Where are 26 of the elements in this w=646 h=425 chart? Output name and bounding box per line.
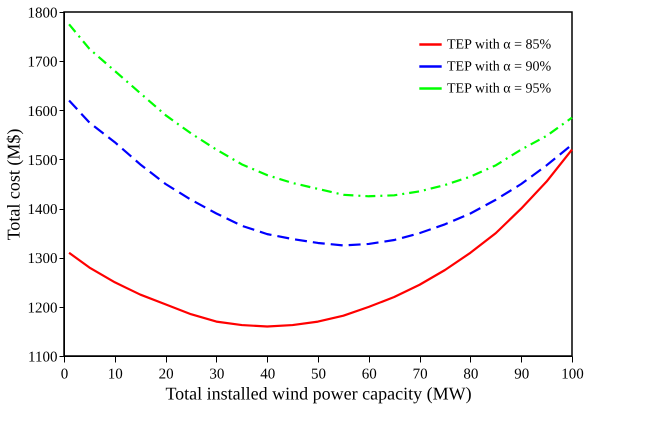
y-tick-label: 1400 bbox=[28, 202, 58, 218]
y-tick-label: 1700 bbox=[28, 54, 58, 71]
y-axis-title: Total cost (M$) bbox=[4, 128, 24, 240]
y-tick-label: 1500 bbox=[28, 152, 58, 169]
x-tick-label: 10 bbox=[108, 366, 123, 382]
x-tick-label: 50 bbox=[311, 366, 326, 382]
x-tick-label: 20 bbox=[158, 366, 174, 382]
x-tick-label: 90 bbox=[514, 366, 530, 382]
y-tick-label: 1200 bbox=[28, 300, 58, 316]
x-tick-label: 70 bbox=[412, 366, 428, 382]
y-tick-label: 1800 bbox=[28, 6, 58, 22]
y-tick-label: 1100 bbox=[28, 350, 58, 366]
x-tick-label: 60 bbox=[362, 366, 377, 382]
line-series bbox=[68, 148, 574, 328]
x-tick-label: 100 bbox=[561, 366, 584, 382]
y-tick-label: 1600 bbox=[28, 104, 58, 120]
x-tick-label: 30 bbox=[209, 366, 224, 382]
x-tick-label: 0 bbox=[60, 366, 68, 382]
line-series bbox=[68, 23, 574, 198]
x-axis-title: Total installed wind power capacity (MW) bbox=[165, 384, 472, 404]
legend-label: TEP with α = 90% bbox=[447, 60, 552, 74]
x-tick-label: 40 bbox=[260, 366, 276, 382]
y-tick-label: 1300 bbox=[28, 251, 58, 268]
legend-label: TEP with α = 85% bbox=[447, 38, 552, 52]
x-tick-label: 80 bbox=[463, 366, 478, 382]
legend-label: TEP with α = 95% bbox=[447, 82, 552, 96]
